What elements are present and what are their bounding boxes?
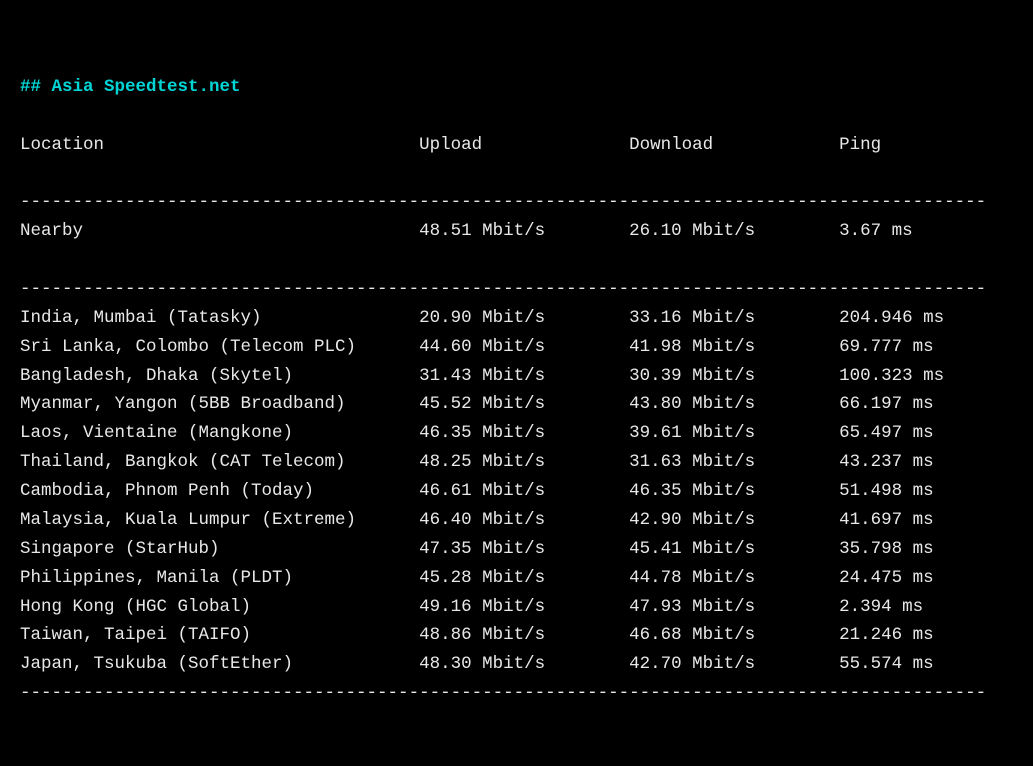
divider-line: ----------------------------------------… xyxy=(20,192,986,212)
header-row: Location Upload Download Ping xyxy=(20,131,1013,160)
section-title: ## Asia Speedtest.net xyxy=(20,77,241,97)
divider-line: ----------------------------------------… xyxy=(20,279,986,299)
divider-line: ----------------------------------------… xyxy=(20,683,986,703)
nearby-row: Nearby 48.51 Mbit/s 26.10 Mbit/s 3.67 ms xyxy=(20,217,1013,246)
speedtest-rows: India, Mumbai (Tatasky) 20.90 Mbit/s 33.… xyxy=(20,308,944,675)
